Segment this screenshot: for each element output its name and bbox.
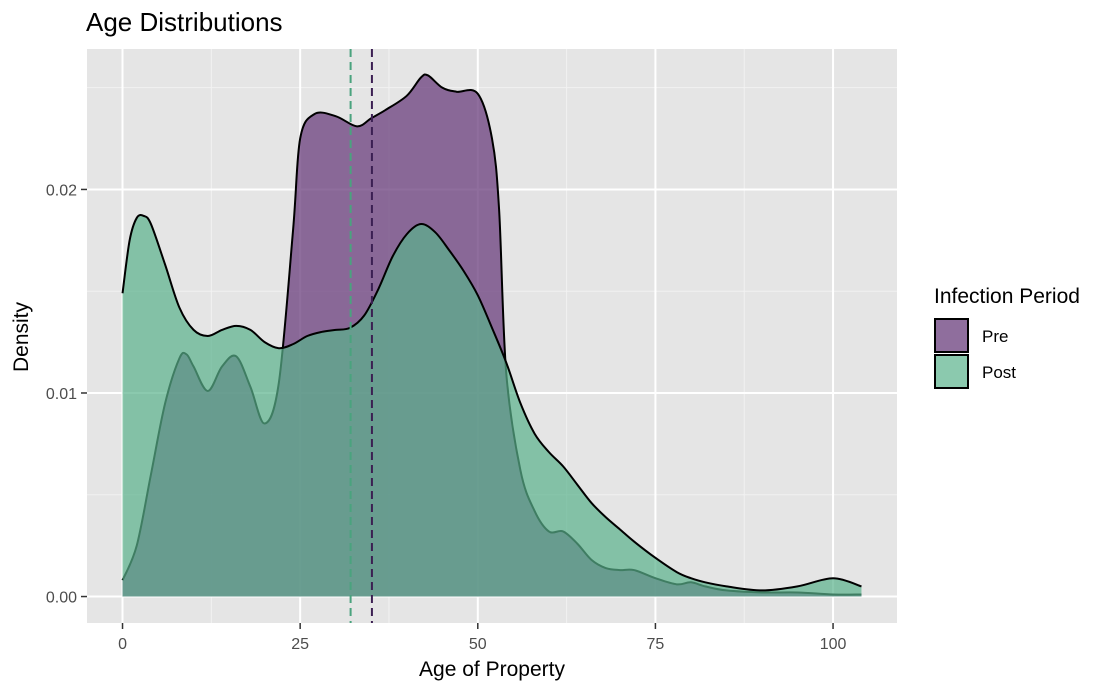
y-axis-title: Density: [10, 301, 33, 372]
density-line-post: [121, 214, 862, 592]
x-tick-label: 100: [820, 636, 847, 653]
legend-label-pre: Pre: [982, 327, 1008, 346]
y-tick-label: 0.00: [46, 590, 77, 607]
density-series: [121, 73, 862, 597]
legend-title: Infection Period: [934, 285, 1080, 308]
y-axis-ticks: 0.00 0.01 0.02: [46, 182, 87, 607]
x-tick-label: 25: [291, 636, 309, 653]
y-tick-label: 0.01: [46, 386, 77, 403]
legend-swatch-pre: [934, 318, 969, 353]
x-tick-label: 0: [118, 636, 127, 653]
legend: Infection Period Pre Post: [934, 285, 1080, 389]
legend-swatch-post: [934, 354, 969, 389]
x-tick-label: 75: [647, 636, 665, 653]
chart-title: Age Distributions: [86, 7, 283, 37]
x-tick-label: 50: [469, 636, 487, 653]
x-axis-title: Age of Property: [419, 658, 565, 681]
x-axis-ticks: 0 25 50 75 100: [118, 623, 846, 653]
legend-label-post: Post: [982, 363, 1016, 382]
density-area-post: [122, 214, 862, 597]
mean-lines: [349, 49, 373, 623]
y-tick-label: 0.02: [46, 182, 77, 199]
